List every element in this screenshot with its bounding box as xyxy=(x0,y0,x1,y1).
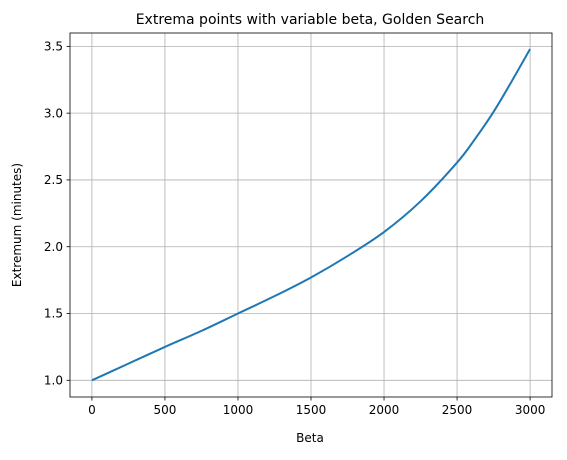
series-line xyxy=(91,48,531,382)
chart-title: Extrema points with variable beta, Golde… xyxy=(136,12,485,28)
y-tick-label: 3.5 xyxy=(44,40,63,54)
y-tick-label: 2.5 xyxy=(44,173,63,187)
x-tick-label: 2500 xyxy=(442,403,473,417)
y-tick-label: 1.5 xyxy=(44,307,63,321)
x-tick-label: 500 xyxy=(153,403,176,417)
x-tick-label: 1500 xyxy=(296,403,327,417)
y-tick-label: 3.0 xyxy=(44,106,63,120)
ticks: 0 500 1000 1500 2000 2500 3000 1.0 1.5 2.0 2.5 3.0 3… xyxy=(44,40,545,417)
x-tick-label: 3000 xyxy=(515,403,546,417)
x-tick-label: 1000 xyxy=(223,403,254,417)
x-tick-label: 0 xyxy=(88,403,96,417)
y-axis-label: Extremum (minutes) xyxy=(10,163,24,287)
y-tick-label: 1.0 xyxy=(44,374,63,388)
grid xyxy=(70,33,552,397)
x-axis-label: Beta xyxy=(296,431,324,445)
x-tick-label: 2000 xyxy=(369,403,400,417)
series-layer xyxy=(91,48,531,382)
y-tick-label: 2.0 xyxy=(44,240,63,254)
